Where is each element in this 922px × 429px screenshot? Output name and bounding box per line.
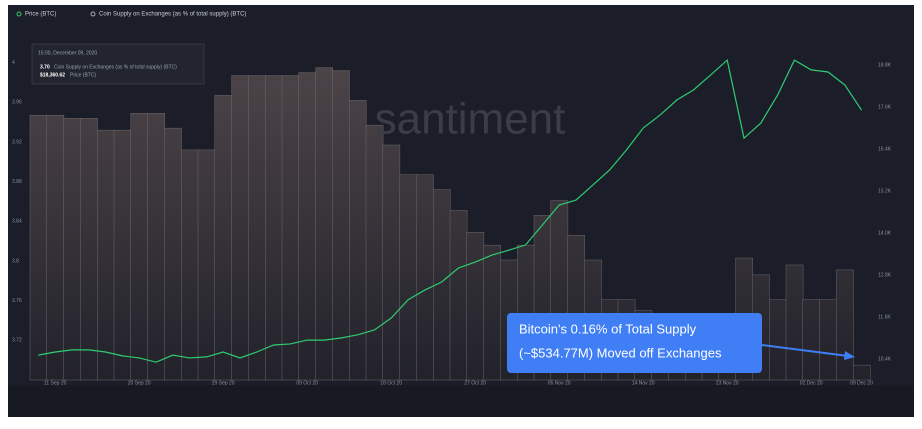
tooltip-value: $18,360.62	[40, 72, 65, 78]
supply-step	[147, 113, 165, 381]
supply-step	[80, 117, 98, 381]
supply-step	[265, 75, 283, 381]
x-tick-label: 23 Nov 20	[716, 380, 739, 386]
x-tick-label: 09 Oct 20	[296, 380, 318, 386]
supply-step	[349, 100, 367, 381]
y2-tick-label: 17.6K	[878, 104, 892, 110]
supply-step	[315, 67, 333, 381]
supply-step	[96, 129, 115, 381]
supply-step	[853, 364, 871, 381]
supply-step	[802, 299, 821, 381]
y2-tick-label: 15.2K	[878, 188, 892, 194]
y2-tick-label: 12.8K	[878, 272, 892, 278]
supply-step	[399, 174, 417, 381]
x-tick-label: 27 Oct 20	[464, 380, 486, 386]
legend-label[interactable]: Coin Supply on Exchanges (as % of total …	[99, 12, 246, 18]
x-tick-label: 20 Sep 20	[128, 380, 151, 386]
legend-dot	[90, 11, 96, 17]
supply-step	[298, 72, 317, 381]
y2-tick-label: 16.4K	[878, 146, 892, 152]
arrow-head	[844, 351, 855, 360]
supply-step	[29, 115, 48, 381]
annotation-arrow	[761, 344, 849, 357]
y-tick-label: 3.84	[12, 219, 22, 225]
watermark: santiment	[375, 95, 566, 144]
y-tick-label: 3.96	[12, 100, 22, 106]
supply-step	[197, 149, 216, 381]
y-tick-label: 3.88	[12, 179, 22, 185]
y2-tick-label: 10.4K	[878, 356, 892, 362]
annotation-box	[507, 313, 762, 373]
tooltip	[31, 43, 205, 85]
legend-label[interactable]: Price (BTC)	[25, 12, 56, 18]
tooltip-date: 15:00, December 09, 2020	[38, 50, 97, 56]
x-tick-label: 02 Dec 20	[800, 380, 823, 386]
supply-step	[248, 75, 266, 381]
supply-step	[382, 144, 401, 381]
supply-step	[332, 70, 350, 381]
price-line	[38, 58, 863, 363]
y-tick-label: 3.72	[12, 338, 22, 344]
y2-tick-label: 14.0K	[878, 230, 892, 236]
y-tick-label: 3.8	[12, 258, 19, 264]
x-tick-label: 29 Sep 20	[212, 380, 235, 386]
supply-step	[466, 232, 485, 381]
supply-step	[46, 115, 65, 381]
supply-step	[281, 75, 300, 381]
tooltip-value: 3.70	[40, 64, 50, 70]
supply-step	[63, 117, 81, 381]
annotation-text: (~$534.77M) Moved off Exchanges	[519, 345, 722, 360]
x-tick-label: 09 Dec 20	[850, 380, 873, 386]
supply-step	[836, 269, 854, 381]
supply-step	[180, 149, 199, 381]
tooltip-label: Coin Supply on Exchanges (as % of total …	[54, 64, 177, 70]
x-tick-label: 18 Oct 20	[380, 380, 402, 386]
supply-step	[449, 210, 468, 381]
supply-step	[214, 95, 233, 381]
x-tick-label: 14 Nov 20	[632, 380, 655, 386]
y-tick-label: 3.92	[12, 139, 22, 145]
x-tick-label: 05 Nov 20	[548, 380, 571, 386]
y2-tick-label: 11.6K	[878, 314, 891, 320]
supply-step	[164, 127, 182, 381]
annotation-text: Bitcoin's 0.16% of Total Supply	[519, 321, 697, 336]
supply-step	[416, 174, 434, 381]
supply-step	[113, 129, 132, 381]
supply-step	[231, 75, 249, 381]
supply-step	[819, 299, 837, 381]
x-tick-label: 11 Sep 20	[44, 380, 67, 386]
tooltip-label: Price (BTC)	[70, 72, 96, 78]
y-tick-label: 3.76	[12, 298, 22, 304]
supply-step	[785, 264, 804, 381]
supply-step	[769, 299, 787, 381]
supply-step	[130, 113, 149, 381]
scroller	[8, 385, 914, 417]
supply-step	[483, 244, 501, 381]
legend-dot	[16, 11, 22, 17]
y2-tick-label: 18.8K	[878, 62, 892, 68]
supply-step	[365, 124, 384, 381]
y-tick-label: 4	[12, 60, 15, 66]
